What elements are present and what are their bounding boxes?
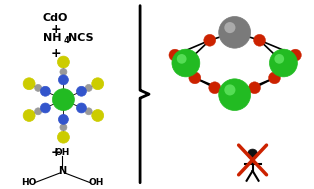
Circle shape [85, 84, 92, 91]
Circle shape [274, 54, 284, 64]
Circle shape [290, 49, 301, 61]
Circle shape [219, 16, 251, 48]
Text: CdO: CdO [43, 12, 68, 22]
Circle shape [60, 68, 67, 75]
Text: +: + [50, 146, 61, 159]
Circle shape [219, 79, 251, 111]
Circle shape [169, 49, 181, 61]
Circle shape [172, 49, 200, 77]
Text: NH: NH [42, 33, 61, 43]
Circle shape [249, 82, 261, 94]
Circle shape [248, 149, 257, 159]
Circle shape [58, 115, 68, 124]
Circle shape [269, 49, 297, 77]
Circle shape [177, 54, 187, 64]
Text: +: + [50, 23, 61, 36]
Circle shape [23, 78, 35, 90]
Circle shape [254, 34, 266, 46]
Circle shape [41, 86, 50, 96]
Circle shape [92, 110, 104, 122]
Circle shape [189, 72, 201, 84]
Circle shape [268, 72, 280, 84]
Circle shape [41, 103, 50, 113]
Circle shape [57, 56, 69, 68]
Text: OH: OH [55, 148, 70, 156]
Text: N: N [58, 166, 67, 176]
Circle shape [35, 108, 42, 115]
Circle shape [77, 86, 86, 96]
Text: +: + [50, 47, 61, 60]
Circle shape [77, 103, 86, 113]
Circle shape [85, 108, 92, 115]
Circle shape [23, 110, 35, 122]
Circle shape [204, 34, 216, 46]
Circle shape [58, 75, 68, 85]
Circle shape [209, 82, 221, 94]
Circle shape [92, 78, 104, 90]
Text: OH: OH [89, 178, 104, 187]
Text: 4: 4 [63, 36, 69, 45]
Circle shape [224, 22, 236, 33]
Text: HO: HO [21, 178, 36, 187]
Circle shape [57, 131, 69, 143]
Circle shape [52, 89, 74, 111]
Circle shape [224, 84, 236, 95]
Circle shape [35, 84, 42, 91]
Text: NCS: NCS [68, 33, 94, 43]
Circle shape [60, 124, 67, 131]
